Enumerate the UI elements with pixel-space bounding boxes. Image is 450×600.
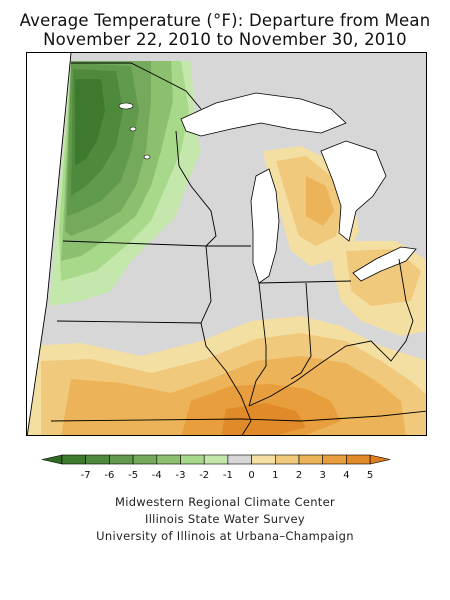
anomaly-minus7 [75,79,105,166]
map-title: Average Temperature (°F): Departure from… [19,11,431,30]
legend-swatch [227,454,252,465]
legend-label: 4 [343,470,349,481]
legend-label: 0 [248,470,254,481]
legend-label: 5 [367,470,373,481]
legend-swatch [61,454,87,465]
legend-label: -7 [81,470,91,481]
credit-uiuc: University of Illinois at Urbana–Champai… [96,529,354,543]
legend-label: 1 [272,470,278,481]
legend-swatch [298,454,324,465]
legend-swatch [132,454,158,465]
anomaly-oh-plus2 [346,249,421,306]
lake-huron [320,140,387,242]
legend-swatch [274,454,300,465]
lake-michigan [250,168,280,284]
legend-swatch [109,454,134,465]
legend-swatch [251,454,276,465]
state-boundaries [27,53,426,435]
map-date-range: November 22, 2010 to November 30, 2010 [43,30,407,49]
color-legend: -7 -6 -5 -4 -3 -2 -1 0 1 2 3 4 5 [41,454,391,481]
legend-swatch [85,454,110,465]
legend-label: -3 [176,470,186,481]
legend-swatch [156,454,181,465]
legend-label: -5 [128,470,138,481]
legend-label: -2 [199,470,209,481]
lake-superior [180,92,347,137]
legend-swatch [322,454,347,465]
legend-label: -6 [104,470,114,481]
legend-label: -4 [152,470,162,481]
credit-isws: Illinois State Water Survey [145,512,305,526]
legend-swatch [180,454,205,465]
legend-label: 3 [320,470,326,481]
legend-label: -1 [223,470,233,481]
minnesota-lakes [118,102,151,160]
legend-under-arrow [41,454,63,465]
map-panel [26,52,427,436]
anomaly-mi-plus3 [306,176,334,226]
legend-label: 2 [296,470,302,481]
legend-swatch [346,454,371,465]
legend-swatch [203,454,229,465]
temperature-departure-map [27,53,426,435]
legend-over-arrow [369,454,391,465]
lake-erie [352,246,417,282]
credit-mrcc: Midwestern Regional Climate Center [114,495,336,509]
